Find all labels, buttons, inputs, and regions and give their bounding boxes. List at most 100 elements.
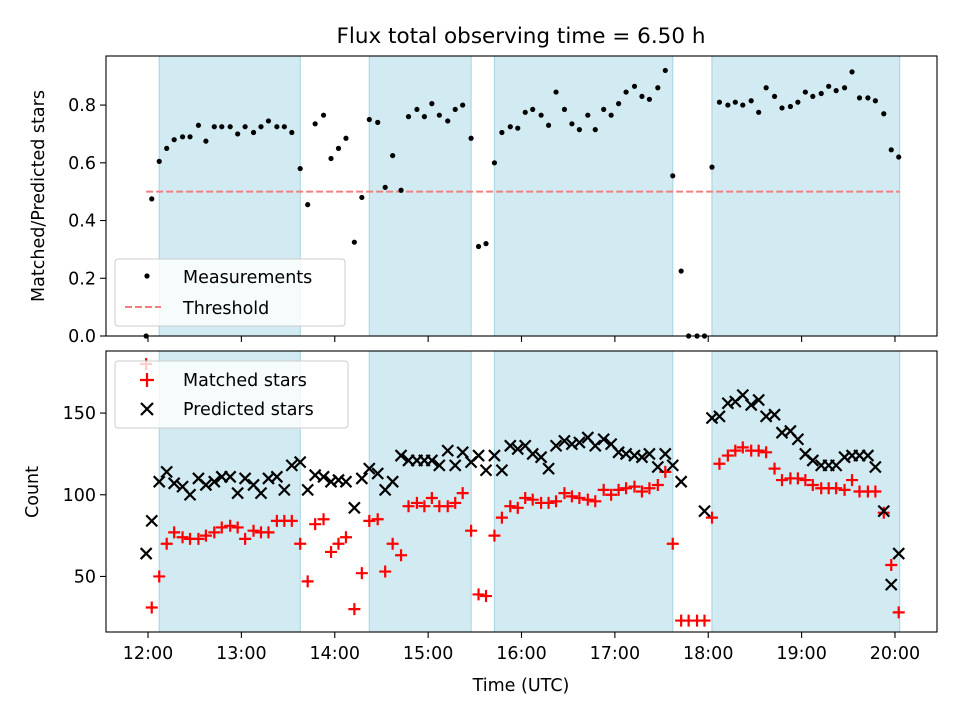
measurement-point (468, 135, 474, 141)
measurement-point (639, 93, 645, 100)
measurement-point (320, 112, 327, 118)
matched-star-point (495, 511, 508, 524)
matched-star-point (713, 457, 726, 470)
matched-star-point (605, 488, 618, 501)
x-tick-label: 18:00 (683, 644, 733, 664)
x-tick-label: 14:00 (310, 644, 360, 664)
measurement-point (795, 99, 801, 105)
matched-star-point (558, 487, 571, 500)
y-tick-label: 0.8 (68, 96, 96, 116)
bottom-x-axis: 12:00 13:00 14:00 15:00 16:00 17:00 18:00 19:00… (123, 632, 920, 664)
measurement-point (274, 124, 280, 130)
x-axis-label: Time (UTC) (472, 676, 570, 696)
top-y-axis-label: Matched/Predicted stars (29, 90, 49, 302)
measurement-point (305, 202, 311, 208)
matched-star-point (339, 531, 352, 544)
matched-star-point (511, 501, 524, 514)
measurement-point (227, 124, 233, 130)
matched-star-point (651, 478, 664, 491)
predicted-star-point (479, 463, 493, 477)
predicted-star-point (152, 475, 166, 488)
bottom-legend: Matched stars Predicted stars (114, 360, 349, 429)
predicted-star-point (254, 486, 268, 500)
predicted-star-point (278, 483, 291, 497)
measurement-point (779, 105, 785, 111)
measurement-point (475, 243, 482, 250)
matched-star-point (301, 575, 314, 588)
matched-star-point (386, 537, 399, 550)
measurement-point (709, 164, 715, 170)
predicted-star-point (504, 439, 517, 453)
matched-star-point (332, 537, 345, 550)
measurement-point (818, 90, 824, 97)
measurement-point (452, 106, 458, 113)
y-tick-label: 0.6 (68, 154, 96, 174)
matched-star-point (892, 606, 905, 619)
predicted-star-point (768, 408, 781, 421)
matched-star-point (830, 482, 843, 495)
matched-star-point (597, 483, 610, 496)
matched-star-point (620, 482, 633, 495)
measurement-point (328, 155, 334, 162)
measurement-point (382, 184, 388, 190)
matched-star-point (231, 521, 244, 534)
predicted-star-point (433, 459, 446, 472)
predicted-star-point (488, 449, 501, 462)
predicted-star-point (698, 504, 711, 518)
measurement-point (740, 102, 746, 108)
measurement-point (576, 127, 582, 133)
matched-star-point (153, 570, 166, 583)
predicted-star-point (208, 475, 221, 488)
measurement-point (881, 111, 887, 117)
predicted-star-point (231, 486, 244, 500)
predicted-star-point (511, 442, 525, 456)
measurement-point (235, 131, 241, 137)
matched-star-point (504, 500, 517, 513)
measurement-point (179, 134, 186, 140)
matched-star-point (565, 490, 578, 503)
measurement-point (211, 124, 217, 130)
predicted-star-point (806, 454, 820, 467)
measurement-point (483, 241, 489, 247)
measurement-point (195, 122, 202, 128)
matched-star-point (239, 532, 252, 545)
measurement-point (888, 147, 894, 153)
measurement-point (366, 116, 372, 123)
predicted-star-point (542, 462, 555, 475)
predicted-star-point (635, 450, 649, 464)
top-legend: Measurements Threshold (114, 258, 346, 327)
measurement-point (787, 103, 794, 110)
measurement-point (530, 106, 536, 113)
predicted-star-point (861, 449, 875, 462)
matched-star-point (519, 492, 532, 505)
measurement-point (250, 129, 257, 136)
matched-star-point (643, 482, 656, 495)
matched-star-point (550, 495, 563, 508)
predicted-star-point (588, 439, 602, 453)
observing-window (711, 56, 900, 336)
matched-star-point (612, 483, 625, 496)
matched-star-point (294, 537, 307, 550)
matched-star-point (355, 567, 368, 580)
matched-star-point (285, 514, 298, 527)
predicted-star-point (534, 450, 548, 464)
predicted-star-point (643, 447, 656, 461)
x-tick-label: 13:00 (216, 644, 266, 664)
matched-star-point (736, 441, 749, 454)
measurement-point (646, 96, 653, 102)
predicted-star-point (526, 447, 539, 461)
matched-star-point (752, 444, 765, 457)
x-tick-label: 20:00 (870, 644, 920, 664)
measurement-point (297, 165, 303, 172)
matched-star-point (885, 559, 898, 572)
matched-star-point (145, 601, 158, 614)
matched-star-point (472, 588, 485, 601)
predicted-star-point (183, 488, 197, 502)
measurement-point (616, 101, 622, 107)
bottom-legend-box (114, 360, 349, 429)
observing-window (494, 56, 673, 336)
predicted-star-point (139, 547, 153, 560)
x-tick-label: 12:00 (123, 644, 173, 664)
predicted-stars-series (139, 388, 905, 591)
